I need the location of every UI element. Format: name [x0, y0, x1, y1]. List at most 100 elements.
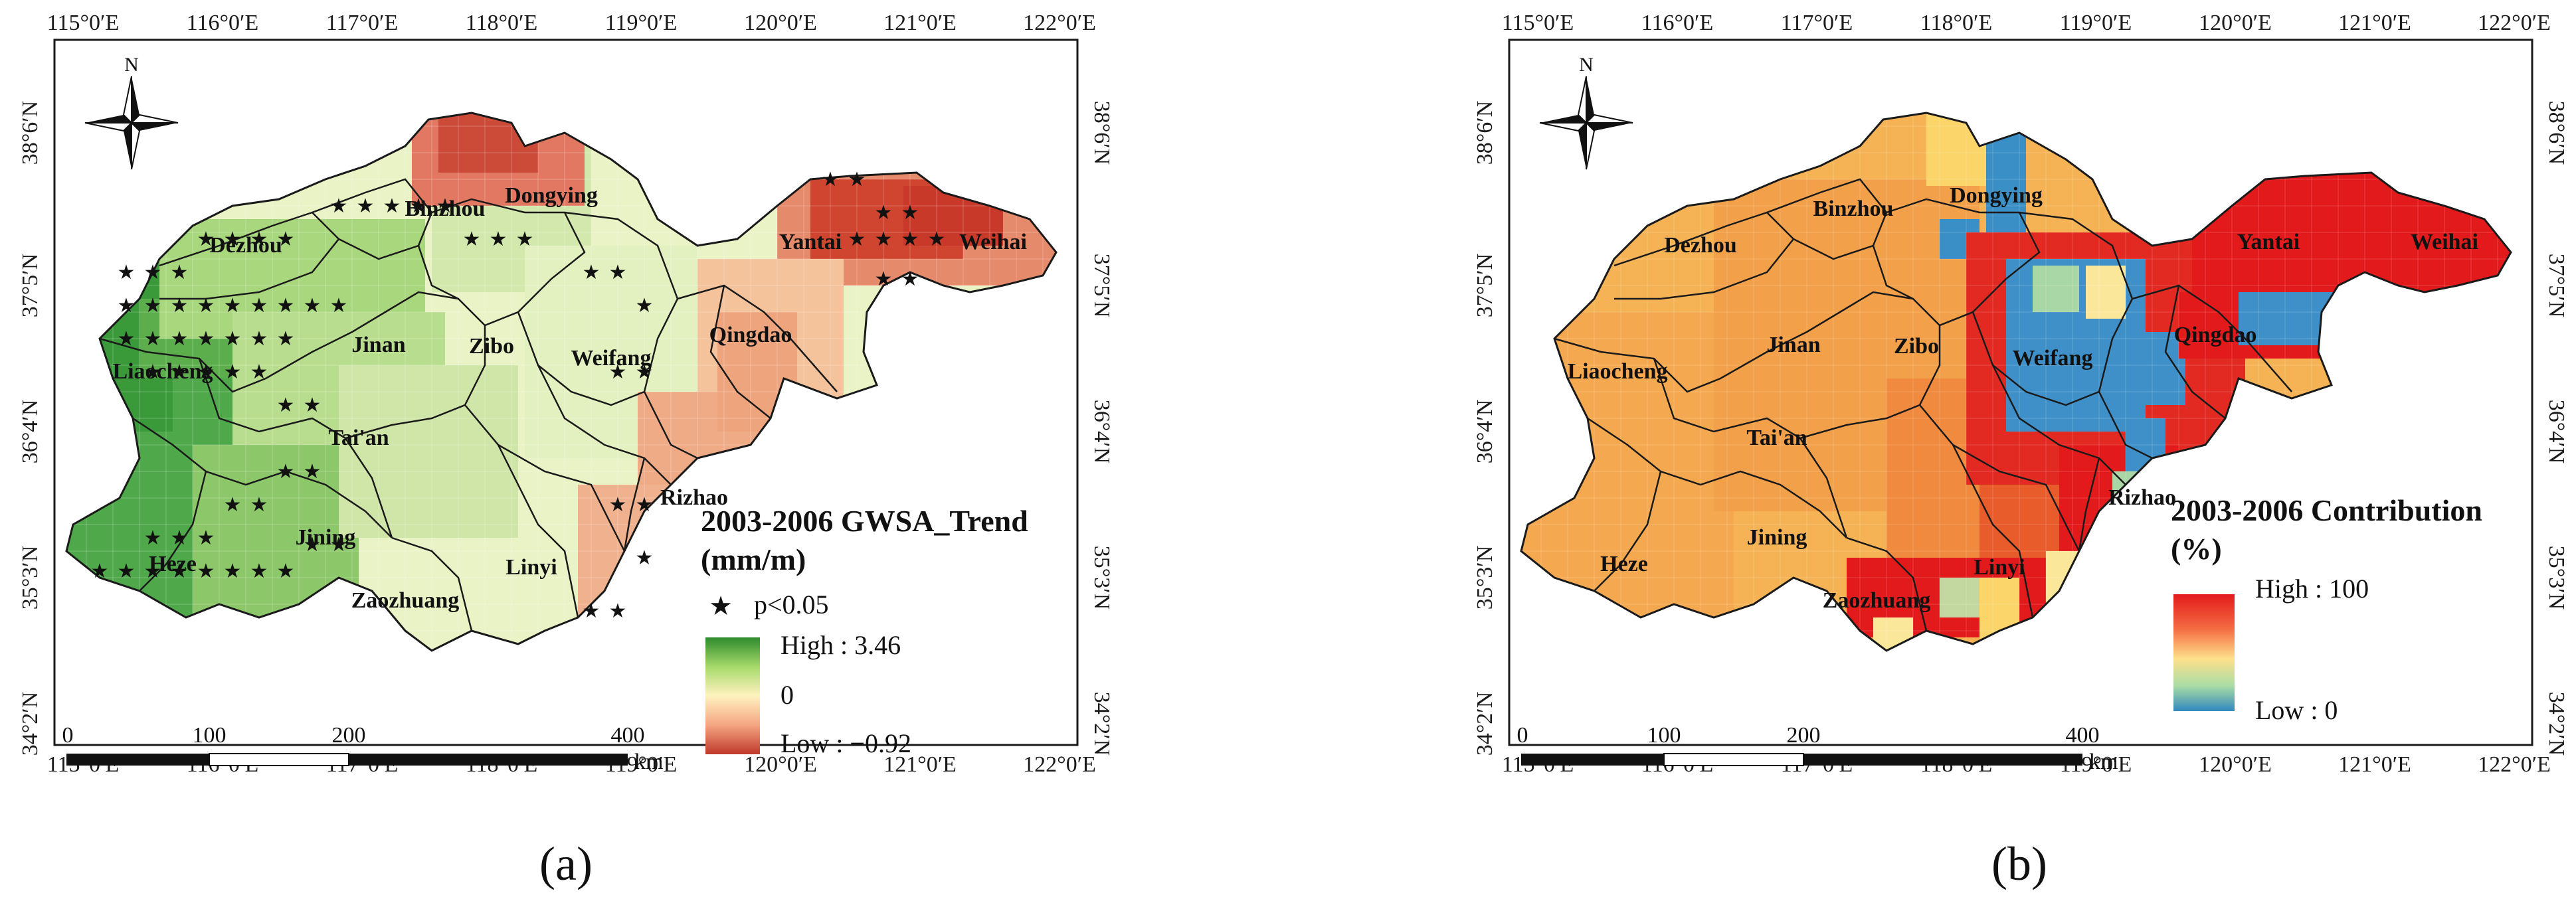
- svg-text:★: ★: [609, 494, 627, 516]
- svg-text:★: ★: [197, 361, 215, 383]
- lon-tick: 118°0′E: [466, 11, 538, 35]
- scale-bar-b: 0 100 200 400 km: [1517, 723, 2118, 774]
- city-label: Liaocheng: [1567, 359, 1667, 384]
- svg-text:★: ★: [490, 228, 507, 250]
- lon-tick: 120°0′E: [2199, 11, 2272, 35]
- lon-tick: 120°0′E: [744, 752, 817, 777]
- svg-text:★: ★: [636, 361, 654, 383]
- lon-tick: 122°0′E: [2478, 752, 2551, 777]
- city-label: Zibo: [1894, 334, 1939, 359]
- city-label: Liaocheng: [112, 359, 213, 384]
- city-label: Yantai: [779, 230, 842, 254]
- lon-tick: 119°0′E: [2060, 11, 2132, 35]
- lon-tick: 122°0′E: [2478, 11, 2551, 35]
- city-label: Weihai: [2411, 230, 2478, 254]
- svg-text:★: ★: [91, 560, 109, 582]
- lat-tick: 37°5′N: [1089, 254, 1114, 318]
- scale-label: 200: [1787, 723, 1821, 748]
- significance-label: p<0.05: [754, 590, 829, 619]
- lon-tick: 121°0′E: [2338, 11, 2411, 35]
- svg-text:★: ★: [436, 195, 454, 217]
- svg-text:★: ★: [583, 600, 600, 622]
- svg-text:★: ★: [636, 494, 654, 516]
- scale-label: 100: [193, 723, 227, 748]
- svg-text:★: ★: [609, 262, 627, 284]
- svg-text:★: ★: [277, 328, 295, 350]
- panel-caption-a: (a): [539, 837, 593, 890]
- city-label: Heze: [149, 552, 197, 576]
- svg-text:★: ★: [928, 228, 946, 250]
- scale-label: 200: [332, 723, 366, 748]
- right-latitude-ticks-a: 38°6′N 37°5′N 36°4′N 35°3′N 34°2′N: [1089, 101, 1114, 756]
- lat-tick: 34°2′N: [18, 692, 43, 756]
- north-label: N: [124, 54, 139, 76]
- lat-tick: 38°6′N: [1473, 101, 1497, 165]
- lat-tick: 36°4′N: [1473, 400, 1497, 464]
- legend-title: 2003-2006 GWSA_Trend: [701, 504, 1028, 538]
- svg-text:★: ★: [304, 461, 322, 483]
- north-arrow-a: N: [84, 54, 179, 170]
- svg-text:★: ★: [277, 461, 295, 483]
- city-label: Jining: [296, 525, 356, 550]
- scale-bar-a: 0 100 200 400 km: [62, 723, 664, 774]
- city-label: Weihai: [959, 230, 1027, 254]
- legend-unit: (mm/m): [701, 542, 806, 576]
- lon-tick: 122°0′E: [1023, 11, 1096, 35]
- city-label: Tai'an: [328, 426, 389, 450]
- svg-text:★: ★: [277, 560, 295, 582]
- top-longitude-ticks-a: 115°0′E 116°0′E 117°0′E 118°0′E 119°0′E …: [47, 11, 1096, 35]
- svg-text:★: ★: [901, 228, 919, 250]
- svg-text:★: ★: [171, 295, 189, 317]
- scale-label: 100: [1647, 723, 1681, 748]
- lat-tick: 36°4′N: [18, 400, 43, 464]
- city-label: Weifang: [571, 346, 652, 370]
- lon-tick: 122°0′E: [1023, 752, 1096, 777]
- svg-text:★: ★: [144, 560, 162, 582]
- svg-text:★: ★: [224, 560, 242, 582]
- lon-tick: 120°0′E: [2199, 752, 2272, 777]
- lat-tick: 38°6′N: [1089, 101, 1114, 165]
- svg-text:★: ★: [330, 295, 348, 317]
- svg-text:★: ★: [330, 195, 348, 217]
- svg-text:★: ★: [118, 262, 136, 284]
- svg-text:★: ★: [875, 268, 893, 290]
- lon-tick: 115°0′E: [47, 11, 120, 35]
- significance-stars: ★ ★ ★ ★ ★ ★ ★ ★ ★ ★ ★ ★ ★ ★ ★ ★ ★ ★ ★ ★ ★ ★ ★ ★ ★ ★ ★ ★ ★ ★ ★ ★ ★ ★ ★ ★…: [91, 169, 946, 622]
- svg-text:★: ★: [304, 534, 322, 556]
- legend-high-label: High : 100: [2255, 574, 2369, 604]
- svg-text:★: ★: [250, 228, 268, 250]
- svg-text:★: ★: [197, 527, 215, 549]
- svg-text:★: ★: [118, 295, 136, 317]
- city-label: Dezhou: [1664, 233, 1737, 258]
- svg-text:★: ★: [118, 328, 136, 350]
- lat-tick: 35°3′N: [1089, 546, 1114, 610]
- scale-unit: km: [2089, 750, 2118, 774]
- lat-tick: 38°6′N: [18, 101, 43, 165]
- svg-text:★: ★: [463, 228, 481, 250]
- svg-text:★: ★: [636, 547, 654, 569]
- svg-text:★: ★: [144, 295, 162, 317]
- lon-tick: 116°0′E: [1641, 11, 1714, 35]
- city-label: Rizhao: [660, 485, 728, 510]
- city-label: Zaozhuang: [1823, 588, 1931, 613]
- north-label: N: [1579, 54, 1594, 76]
- scale-label: 0: [1517, 723, 1528, 748]
- city-label: Jining: [1747, 525, 1807, 550]
- panel-a: 115°0′E 116°0′E 117°0′E 118°0′E 119°0′E …: [18, 11, 1114, 890]
- city-label: Zibo: [469, 334, 514, 359]
- lat-tick: 35°3′N: [2544, 546, 2569, 610]
- lon-tick: 117°0′E: [1781, 11, 1853, 35]
- lat-tick: 37°5′N: [2544, 254, 2569, 318]
- lon-tick: 115°0′E: [1502, 11, 1574, 35]
- svg-text:★: ★: [609, 600, 627, 622]
- svg-text:★: ★: [357, 195, 375, 217]
- city-label: Zaozhuang: [351, 588, 460, 613]
- city-label: Linyi: [1974, 555, 2025, 580]
- lat-tick: 34°2′N: [2544, 692, 2569, 756]
- svg-text:★: ★: [224, 494, 242, 516]
- city-label: Binzhou: [1813, 197, 1894, 221]
- svg-text:★: ★: [171, 527, 189, 549]
- svg-text:★: ★: [144, 262, 162, 284]
- svg-text:★: ★: [304, 295, 322, 317]
